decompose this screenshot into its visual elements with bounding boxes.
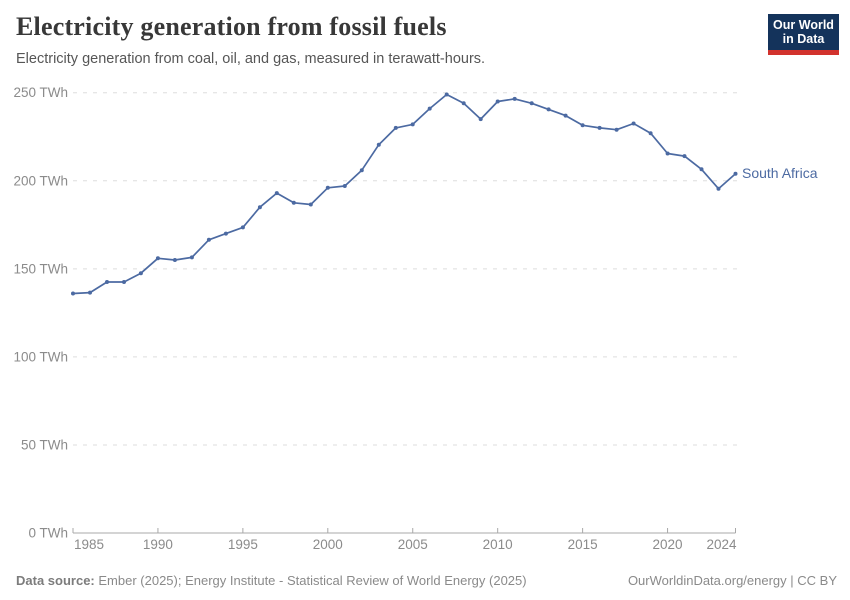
data-point — [138, 271, 143, 276]
data-point — [529, 101, 534, 106]
data-point — [410, 122, 415, 127]
data-point — [716, 186, 721, 191]
data-point — [648, 131, 653, 136]
data-point — [122, 280, 126, 284]
x-axis-label: 1995 — [228, 537, 258, 552]
data-point — [512, 96, 517, 101]
x-axis-label: 2010 — [483, 537, 513, 552]
owid-logo-line1: Our World — [773, 17, 834, 32]
y-axis-label: 150 TWh — [13, 261, 68, 276]
x-axis-label: 1990 — [143, 537, 173, 552]
data-point — [614, 127, 619, 132]
data-point — [699, 167, 704, 172]
data-point — [665, 151, 670, 156]
data-source-note: Data source: Ember (2025); Energy Instit… — [16, 573, 527, 588]
data-point — [189, 255, 194, 260]
chart-footer: Data source: Ember (2025); Energy Instit… — [16, 573, 837, 588]
data-point — [105, 280, 109, 284]
data-source-label: Data source: — [16, 573, 95, 588]
y-axis-label: 100 TWh — [13, 349, 68, 364]
data-point — [682, 154, 687, 159]
y-axis-label: 200 TWh — [13, 173, 68, 188]
data-point — [563, 113, 568, 118]
data-point — [342, 184, 347, 188]
y-axis-label: 50 TWh — [21, 437, 68, 452]
y-axis-label: 0 TWh — [28, 526, 68, 541]
data-point — [223, 231, 228, 236]
data-point — [240, 225, 245, 230]
data-point — [257, 205, 262, 210]
data-point — [597, 125, 602, 130]
data-point — [478, 117, 483, 122]
data-point — [88, 290, 92, 295]
data-source-text: Ember (2025); Energy Institute - Statist… — [98, 573, 527, 588]
data-point — [172, 258, 177, 262]
owid-url-license: OurWorldinData.org/energy | CC BY — [627, 573, 837, 588]
chart-subtitle: Electricity generation from coal, oil, a… — [16, 51, 486, 67]
data-point — [155, 256, 160, 261]
data-point — [495, 99, 500, 104]
x-axis-label: 1985 — [74, 537, 104, 552]
x-axis-label: 2005 — [398, 537, 428, 552]
x-axis-label: 2000 — [313, 537, 343, 552]
x-axis-label: 2024 — [706, 537, 737, 552]
data-point — [359, 168, 364, 173]
data-point — [274, 191, 279, 196]
owid-logo: Our World in Data — [768, 14, 839, 55]
data-point — [461, 101, 466, 106]
series-line-south-africa — [72, 93, 737, 295]
data-point — [291, 200, 296, 205]
data-point — [376, 142, 381, 147]
data-point — [393, 125, 398, 130]
owid-logo-line2: in Data — [782, 32, 825, 46]
data-point — [71, 291, 75, 296]
owid-logo-text: Our World in Data — [773, 18, 834, 47]
data-point — [325, 185, 330, 190]
data-point — [444, 92, 449, 97]
data-point — [733, 171, 738, 176]
series-label-south-africa: South Africa — [742, 165, 818, 181]
data-point — [427, 106, 432, 111]
data-point — [631, 121, 636, 126]
data-point — [206, 237, 211, 242]
data-point — [308, 202, 313, 207]
page-title: Electricity generation from fossil fuels — [16, 12, 447, 41]
x-axis-label: 2015 — [568, 537, 598, 552]
y-axis-label: 250 TWh — [13, 85, 68, 100]
data-point — [580, 123, 585, 128]
data-point — [546, 107, 551, 112]
x-axis-label: 2020 — [653, 537, 683, 552]
